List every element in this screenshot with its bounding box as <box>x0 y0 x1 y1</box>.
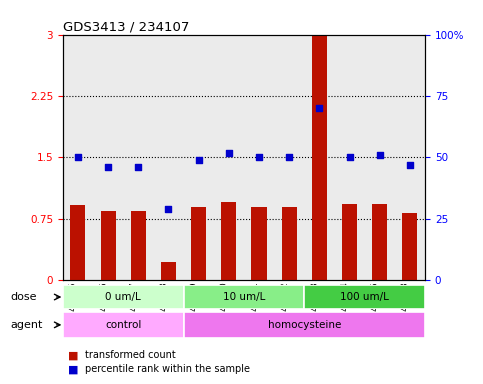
Point <box>225 149 233 156</box>
Bar <box>342 204 357 280</box>
Text: percentile rank within the sample: percentile rank within the sample <box>85 364 250 374</box>
Bar <box>63 312 184 338</box>
Point <box>315 105 323 111</box>
Point <box>74 154 82 161</box>
Bar <box>304 285 425 309</box>
Point <box>376 152 384 158</box>
Text: homocysteine: homocysteine <box>268 320 341 330</box>
Text: 10 um/L: 10 um/L <box>223 292 265 302</box>
Bar <box>131 211 146 280</box>
Bar <box>221 202 236 280</box>
Point <box>406 162 414 168</box>
Text: 0 um/L: 0 um/L <box>105 292 141 302</box>
Text: dose: dose <box>11 292 37 302</box>
Point <box>104 164 112 170</box>
Text: 100 um/L: 100 um/L <box>340 292 389 302</box>
Point <box>255 154 263 161</box>
Bar <box>100 211 115 280</box>
Bar <box>63 285 184 309</box>
Bar <box>282 207 297 280</box>
Bar <box>71 205 85 280</box>
Text: agent: agent <box>11 320 43 330</box>
Bar <box>402 213 417 280</box>
Point <box>165 206 172 212</box>
Text: ■: ■ <box>68 350 78 360</box>
Bar <box>184 285 304 309</box>
Point <box>285 154 293 161</box>
Bar <box>372 204 387 280</box>
Point <box>134 164 142 170</box>
Point <box>346 154 354 161</box>
Bar <box>312 35 327 280</box>
Text: transformed count: transformed count <box>85 350 175 360</box>
Bar <box>161 262 176 280</box>
Bar <box>191 207 206 280</box>
Point <box>195 157 202 163</box>
Text: GDS3413 / 234107: GDS3413 / 234107 <box>63 20 189 33</box>
Bar <box>252 207 267 280</box>
Bar <box>184 312 425 338</box>
Text: ■: ■ <box>68 364 78 374</box>
Text: control: control <box>105 320 142 330</box>
